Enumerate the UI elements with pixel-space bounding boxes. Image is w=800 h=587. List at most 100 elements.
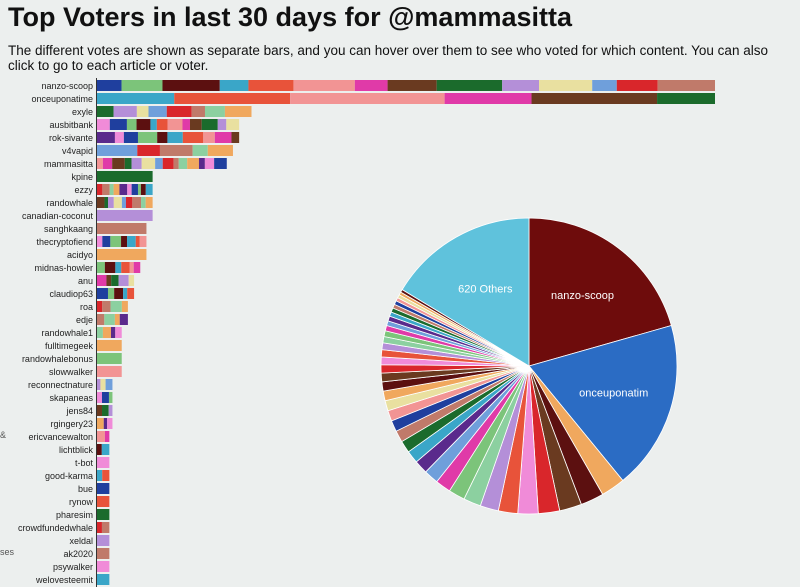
vote-bar-segment[interactable] <box>101 392 109 403</box>
vote-bar-segment[interactable] <box>97 210 153 221</box>
vote-bar-segment[interactable] <box>167 132 183 143</box>
vote-bar-segment[interactable] <box>109 119 127 130</box>
vote-bar-segment[interactable] <box>106 275 112 286</box>
vote-bar-segment[interactable] <box>97 444 102 455</box>
voter-label[interactable]: rok-sivante <box>49 133 93 143</box>
voter-label[interactable]: thecryptofiend <box>36 237 93 247</box>
vote-bar-segment[interactable] <box>290 93 445 104</box>
vote-bar-segment[interactable] <box>114 132 124 143</box>
vote-bar-segment[interactable] <box>226 119 240 130</box>
vote-bar-segment[interactable] <box>97 132 115 143</box>
vote-bar-segment[interactable] <box>118 275 129 286</box>
vote-bar-segment[interactable] <box>97 301 103 312</box>
vote-bar-segment[interactable] <box>121 197 126 208</box>
vote-bar-segment[interactable] <box>214 132 232 143</box>
vote-bar-segment[interactable] <box>109 184 114 195</box>
vote-bar-segment[interactable] <box>104 314 115 325</box>
vote-bar-segment[interactable] <box>162 158 174 169</box>
vote-bar-segment[interactable] <box>102 470 110 481</box>
voter-label[interactable]: slowwalker <box>49 367 93 377</box>
vote-bar-segment[interactable] <box>224 106 252 117</box>
voter-label[interactable]: ericvancewalton <box>28 432 93 442</box>
voter-label[interactable]: claudiop63 <box>49 289 93 299</box>
vote-bar-segment[interactable] <box>97 106 114 117</box>
voter-label[interactable]: exyle <box>72 107 93 117</box>
vote-bar-segment[interactable] <box>145 184 153 195</box>
vote-bar-segment[interactable] <box>198 158 205 169</box>
vote-bar-segment[interactable] <box>214 158 227 169</box>
vote-bar-segment[interactable] <box>108 392 113 403</box>
voter-label[interactable]: reconnectnature <box>28 380 93 390</box>
vote-bar-segment[interactable] <box>100 379 106 390</box>
vote-bar-segment[interactable] <box>127 288 135 299</box>
vote-bar-segment[interactable] <box>97 405 103 416</box>
vote-bar-segment[interactable] <box>128 275 135 286</box>
voter-label[interactable]: v4vapid <box>62 146 93 156</box>
vote-bar-segment[interactable] <box>102 327 111 338</box>
vote-bar-segment[interactable] <box>97 249 147 260</box>
vote-bar-segment[interactable] <box>102 184 110 195</box>
pie-slice-nanzo-scoop[interactable] <box>528 217 672 367</box>
vote-bar-segment[interactable] <box>207 145 233 156</box>
vote-bar-segment[interactable] <box>97 535 110 546</box>
vote-bar-segment[interactable] <box>248 80 294 91</box>
vote-bar-segment[interactable] <box>192 145 208 156</box>
voter-label[interactable]: rynow <box>69 497 94 507</box>
vote-bar-segment[interactable] <box>97 340 122 351</box>
pie-slice-onceuponatim[interactable] <box>528 325 678 482</box>
voter-label[interactable]: acidyo <box>67 250 93 260</box>
vote-bar-segment[interactable] <box>203 132 215 143</box>
vote-bar-segment[interactable] <box>155 158 163 169</box>
voter-label[interactable]: fulltimegeek <box>45 341 94 351</box>
vote-bar-segment[interactable] <box>182 132 204 143</box>
vote-bar-segment[interactable] <box>97 392 102 403</box>
vote-bar-segment[interactable] <box>97 548 110 559</box>
vote-bar-segment[interactable] <box>108 405 113 416</box>
vote-bar-segment[interactable] <box>502 80 540 91</box>
vote-bar-segment[interactable] <box>97 223 147 234</box>
vote-bar-segment[interactable] <box>140 184 146 195</box>
vote-bar-segment[interactable] <box>387 80 437 91</box>
vote-bar-segment[interactable] <box>436 80 503 91</box>
vote-bar-segment[interactable] <box>231 132 240 143</box>
vote-bar-segment[interactable] <box>114 314 120 325</box>
vote-bar-segment[interactable] <box>97 262 105 273</box>
vote-bar-segment[interactable] <box>102 236 111 247</box>
vote-bar-segment[interactable] <box>97 470 103 481</box>
vote-bar-segment[interactable] <box>125 197 133 208</box>
vote-bar-segment[interactable] <box>97 184 103 195</box>
vote-bar-segment[interactable] <box>127 236 136 247</box>
vote-bar-segment[interactable] <box>182 119 190 130</box>
vote-bar-segment[interactable] <box>124 158 132 169</box>
vote-bar-segment[interactable] <box>113 197 122 208</box>
vote-bar-segment[interactable] <box>539 80 593 91</box>
voter-label[interactable]: pharesim <box>56 510 93 520</box>
vote-bar-segment[interactable] <box>162 80 220 91</box>
vote-bar-segment[interactable] <box>150 119 157 130</box>
vote-bar-segment[interactable] <box>159 145 193 156</box>
vote-bar-segment[interactable] <box>133 262 141 273</box>
voter-label[interactable]: sanghkaang <box>44 224 93 234</box>
vote-bar-segment[interactable] <box>97 197 105 208</box>
vote-bar-segment[interactable] <box>129 262 134 273</box>
vote-bar-segment[interactable] <box>119 184 128 195</box>
vote-bar-segment[interactable] <box>97 522 102 533</box>
vote-bar-segment[interactable] <box>616 80 658 91</box>
vote-bar-segment[interactable] <box>121 262 130 273</box>
vote-bar-segment[interactable] <box>131 158 142 169</box>
voter-label[interactable]: xeldal <box>69 536 93 546</box>
voter-label[interactable]: jens84 <box>65 406 93 416</box>
voter-label[interactable]: ezzy <box>74 185 93 195</box>
voter-label[interactable]: psywalker <box>53 562 93 572</box>
vote-bar-segment[interactable] <box>127 184 132 195</box>
vote-bar-segment[interactable] <box>113 184 120 195</box>
pie-slice-others[interactable] <box>401 217 530 367</box>
voter-label[interactable]: randowhalebonus <box>22 354 94 364</box>
vote-bar-segment[interactable] <box>97 158 103 169</box>
vote-bar-segment[interactable] <box>531 93 658 104</box>
vote-bar-segment[interactable] <box>114 288 124 299</box>
voter-label[interactable]: ausbitbank <box>49 120 93 130</box>
vote-bar-segment[interactable] <box>97 288 108 299</box>
vote-bar-segment[interactable] <box>592 80 617 91</box>
voter-label[interactable]: rgingery23 <box>50 419 93 429</box>
